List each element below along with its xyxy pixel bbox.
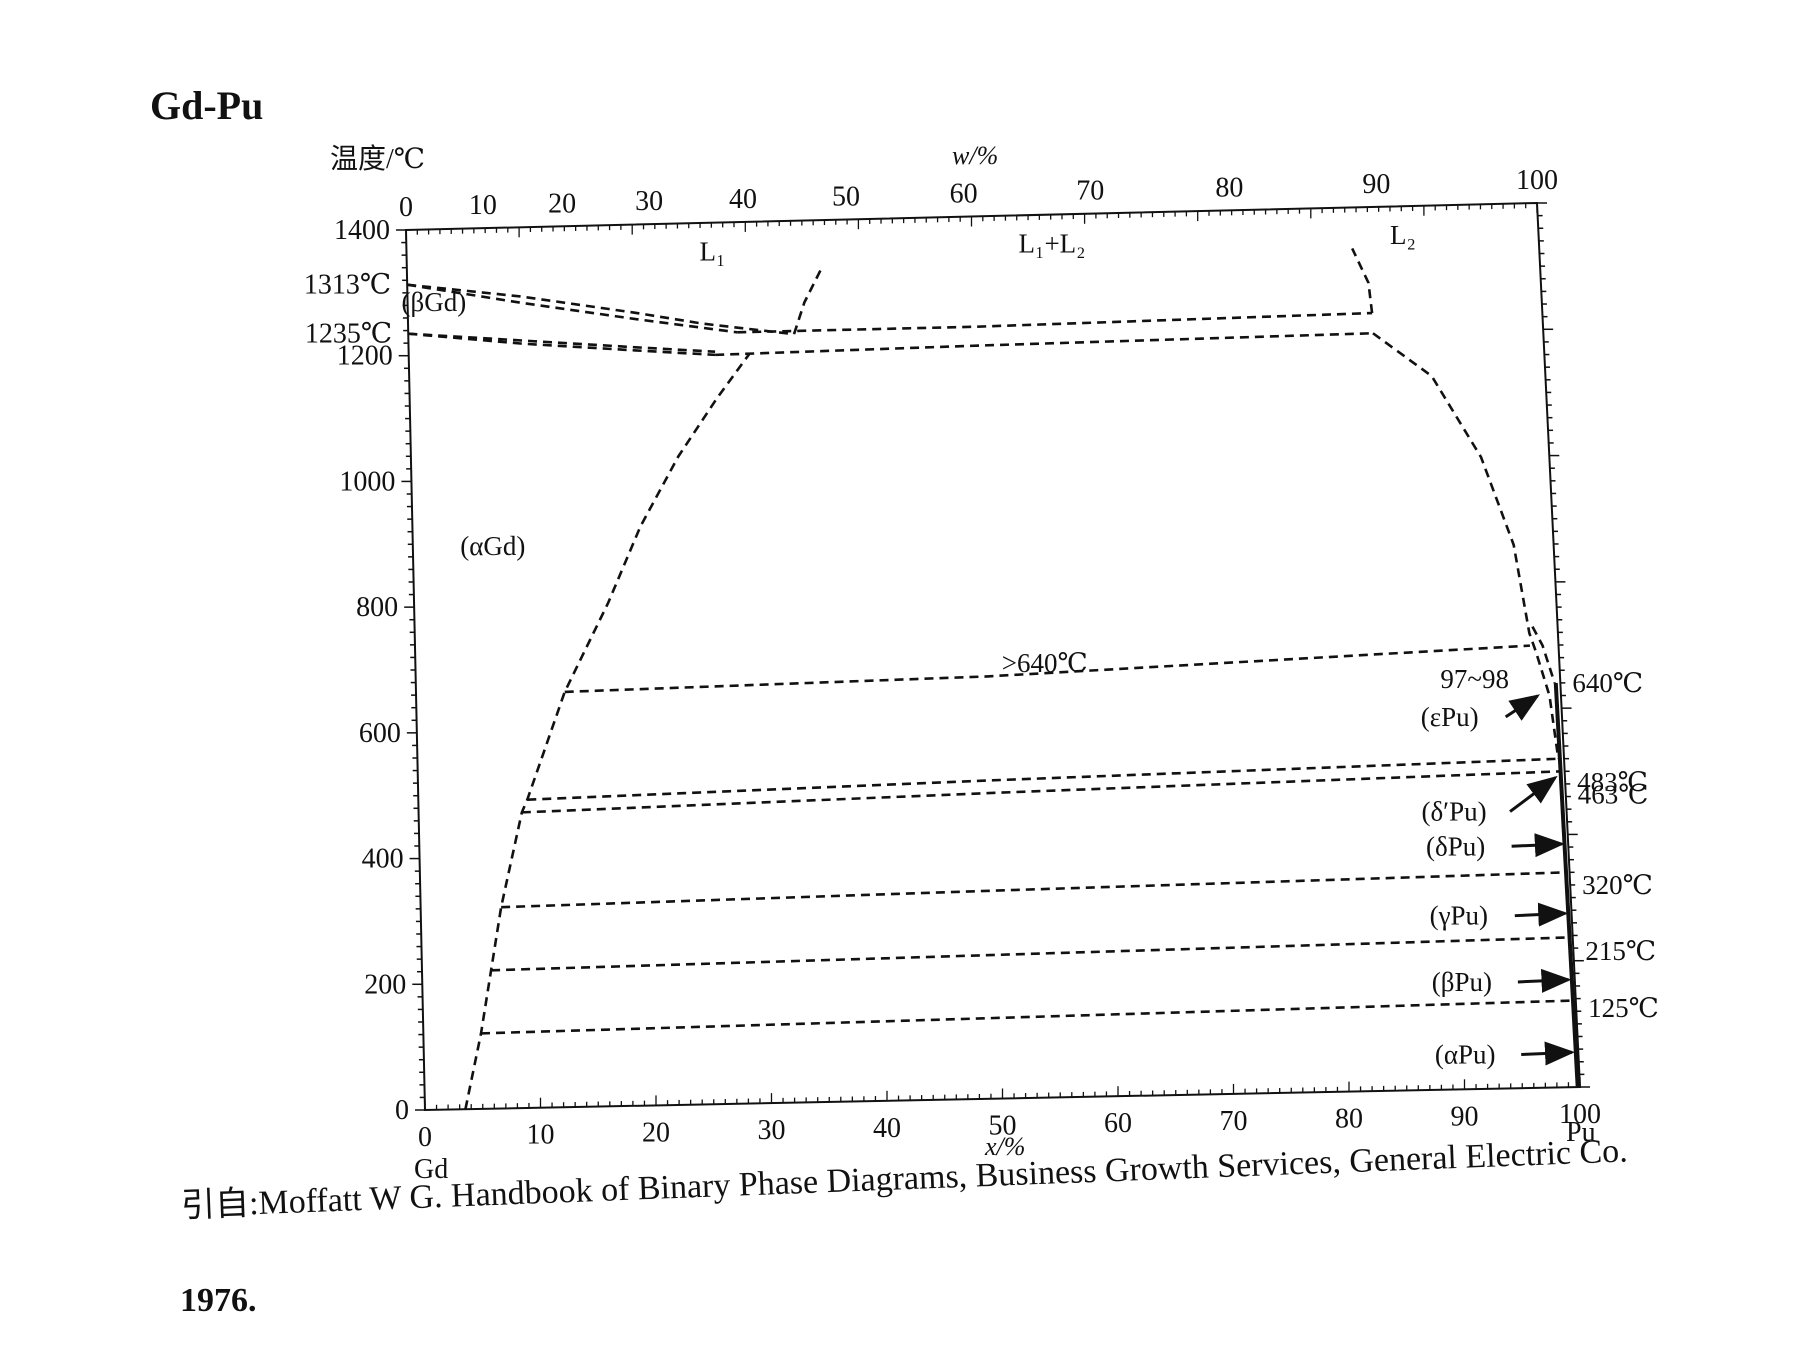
boundary-iso-215 bbox=[491, 936, 1571, 972]
x-tick-label-top: 10 bbox=[469, 190, 497, 221]
source-year: 1976. bbox=[180, 1282, 257, 1319]
pu-phase-arrow bbox=[1511, 833, 1565, 858]
y-tick-label: 200 bbox=[364, 969, 406, 1000]
pu-phase-arrow bbox=[1514, 902, 1569, 927]
x-tick-label-top: 0 bbox=[399, 192, 413, 223]
boundary-eutectoid bbox=[715, 331, 1374, 357]
pu-phase-label: (γPu) bbox=[1430, 901, 1488, 931]
pu-phase-arrow bbox=[1521, 1041, 1575, 1066]
pu-phase-arrow bbox=[1509, 775, 1558, 813]
pu-phase-arrow bbox=[1504, 694, 1541, 721]
boundary-bGd-liquidus bbox=[407, 283, 795, 336]
region-label: L₁+L₂ bbox=[1019, 228, 1086, 258]
x-tick-label-bottom: 100 bbox=[1559, 1099, 1601, 1130]
x-axis-label-top: w/% bbox=[952, 141, 998, 170]
right-element-label: Pu bbox=[1566, 1117, 1596, 1148]
y-tick-label: 0 bbox=[395, 1095, 409, 1126]
x-tick-label-bottom: 20 bbox=[642, 1117, 670, 1148]
boundary-Pu-side-solvus bbox=[1372, 332, 1560, 759]
x-tick-label-bottom: 60 bbox=[1104, 1108, 1132, 1139]
boundary-bGd-solidus bbox=[406, 283, 738, 334]
x-tick-label-bottom: 50 bbox=[989, 1111, 1017, 1142]
left-element-label: Gd bbox=[414, 1154, 448, 1185]
y-tick-label: 1400 bbox=[334, 215, 390, 246]
x-axis-label-bottom: x/% bbox=[984, 1132, 1025, 1161]
y-tick-label: 1200 bbox=[337, 341, 393, 372]
boundary-iso-483 bbox=[527, 757, 1559, 801]
right-temp-label: 463℃ bbox=[1578, 780, 1649, 810]
boundary-iso-320 bbox=[501, 871, 1567, 909]
x-tick-label-top: 50 bbox=[832, 181, 860, 212]
boundary-iso-125 bbox=[480, 999, 1574, 1035]
x-tick-label-top: 90 bbox=[1362, 169, 1390, 200]
boundary-aGd-bGd-lower bbox=[408, 332, 716, 357]
pu-phase-label: (δPu) bbox=[1426, 831, 1485, 861]
x-tick-label-bottom: 80 bbox=[1335, 1104, 1363, 1135]
phase-boundaries bbox=[406, 247, 1580, 1110]
y-tick-label: 800 bbox=[356, 592, 398, 623]
pu-phase-label: (αPu) bbox=[1435, 1040, 1496, 1070]
boundary-aGd-bGd-upper bbox=[408, 332, 716, 354]
pu-phase-label: (δ′Pu) bbox=[1421, 797, 1486, 827]
x-tick-label-top: 20 bbox=[548, 188, 576, 219]
boundary-L1-miscibility bbox=[792, 269, 822, 335]
y-tick-label: 400 bbox=[362, 844, 404, 875]
axis-ticks bbox=[396, 202, 1590, 1111]
pu-phase-arrow bbox=[1517, 968, 1572, 993]
x-tick-label-top: 30 bbox=[635, 186, 663, 217]
y-axis-label: 温度/℃ bbox=[330, 143, 425, 175]
right-temp-label: 125℃ bbox=[1588, 993, 1659, 1023]
x-tick-label-bottom: 40 bbox=[873, 1113, 901, 1144]
region-label: >640℃ bbox=[1002, 648, 1088, 678]
x-tick-label-bottom: 70 bbox=[1220, 1106, 1248, 1137]
region-label: (βGd) bbox=[401, 287, 466, 317]
left-temp-label: 1235℃ bbox=[305, 319, 392, 350]
boundary-aGd-solvus bbox=[464, 353, 751, 1110]
x-tick-label-bottom: 10 bbox=[527, 1120, 555, 1151]
pu-phase-label: (εPu) bbox=[1421, 702, 1479, 732]
boundary-iso-463 bbox=[521, 770, 1559, 814]
right-temp-label: 640℃ bbox=[1572, 668, 1643, 698]
x-tick-label-top: 80 bbox=[1215, 172, 1243, 203]
right-temp-label: 320℃ bbox=[1582, 870, 1653, 900]
phase-arrows bbox=[1504, 694, 1575, 1066]
right-temp-label: 215℃ bbox=[1585, 936, 1656, 966]
right-temp-label: 483℃ bbox=[1577, 767, 1648, 797]
region-label: 97~98 bbox=[1440, 664, 1509, 694]
region-label: L₁ bbox=[700, 236, 726, 266]
left-temp-label: 1313℃ bbox=[304, 270, 391, 301]
boundary-Pu-side-upper bbox=[1531, 625, 1556, 684]
x-tick-label-top: 70 bbox=[1076, 176, 1104, 207]
region-label: L₂ bbox=[1390, 220, 1416, 250]
y-tick-label: 1000 bbox=[339, 466, 395, 497]
boundary-L2-miscibility bbox=[1351, 247, 1374, 314]
x-tick-label-top: 100 bbox=[1516, 165, 1558, 196]
pu-phase-label: (βPu) bbox=[1432, 967, 1492, 997]
x-tick-label-bottom: 90 bbox=[1451, 1101, 1479, 1132]
diagram-title: Gd-Pu bbox=[150, 83, 264, 128]
x-tick-label-bottom: 30 bbox=[758, 1115, 786, 1146]
x-tick-label-bottom: 0 bbox=[418, 1122, 432, 1153]
boundary-monotectic bbox=[737, 311, 1373, 334]
x-tick-label-top: 40 bbox=[729, 184, 757, 215]
region-label: (αGd) bbox=[460, 531, 525, 561]
y-tick-label: 600 bbox=[359, 718, 401, 749]
pu-solid-edge bbox=[1553, 682, 1580, 1088]
boundary-iso-640 bbox=[564, 644, 1531, 694]
x-tick-label-top: 60 bbox=[950, 179, 978, 210]
